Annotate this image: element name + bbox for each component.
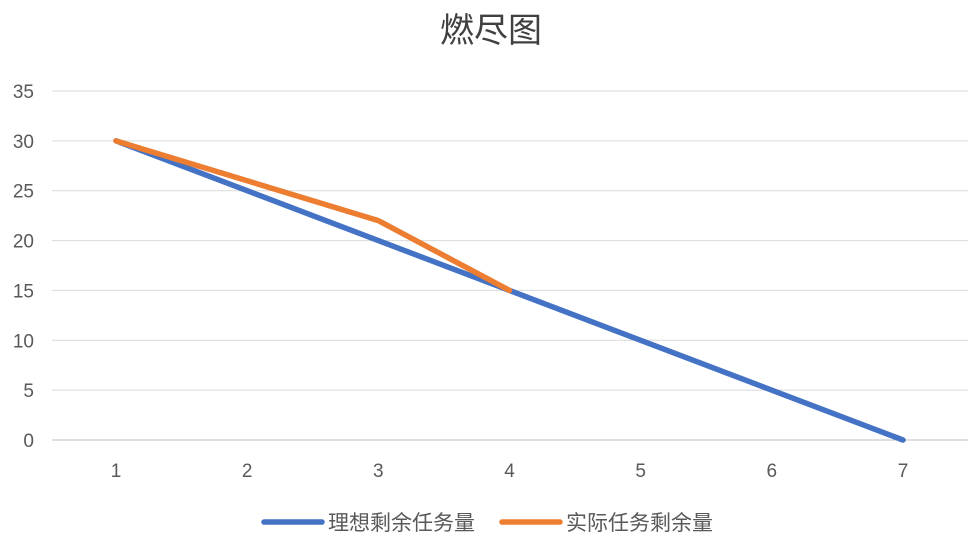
y-tick-label: 25 <box>13 182 34 203</box>
y-tick-label: 15 <box>13 281 34 302</box>
x-tick-label: 4 <box>504 461 515 482</box>
x-tick-label: 5 <box>635 461 646 482</box>
x-tick-label: 2 <box>242 461 253 482</box>
y-tick-label: 0 <box>23 431 34 452</box>
y-tick-label: 10 <box>13 331 34 352</box>
y-tick-label: 30 <box>13 132 34 153</box>
series-line-actual <box>113 138 513 294</box>
x-tick-label: 6 <box>767 461 778 482</box>
x-tick-label: 3 <box>373 461 384 482</box>
y-tick-label: 20 <box>13 232 34 253</box>
y-tick-label: 35 <box>13 82 34 103</box>
y-tick-label: 5 <box>23 381 34 402</box>
chart-title: 燃尽图 <box>440 11 542 51</box>
legend-label-ideal: 理想剩余任务量 <box>328 511 475 535</box>
x-axis-tick-labels: 1 2 3 4 5 6 7 <box>111 461 909 482</box>
series-lines <box>113 138 906 443</box>
y-axis-tick-labels: 0 5 10 15 20 25 30 35 <box>13 82 34 452</box>
legend-label-actual: 实际任务剩余量 <box>566 511 713 535</box>
x-tick-label: 1 <box>111 461 122 482</box>
gridlines <box>52 90 968 441</box>
x-tick-label: 7 <box>898 461 909 482</box>
legend: 理想剩余任务量 实际任务剩余量 <box>261 511 713 535</box>
